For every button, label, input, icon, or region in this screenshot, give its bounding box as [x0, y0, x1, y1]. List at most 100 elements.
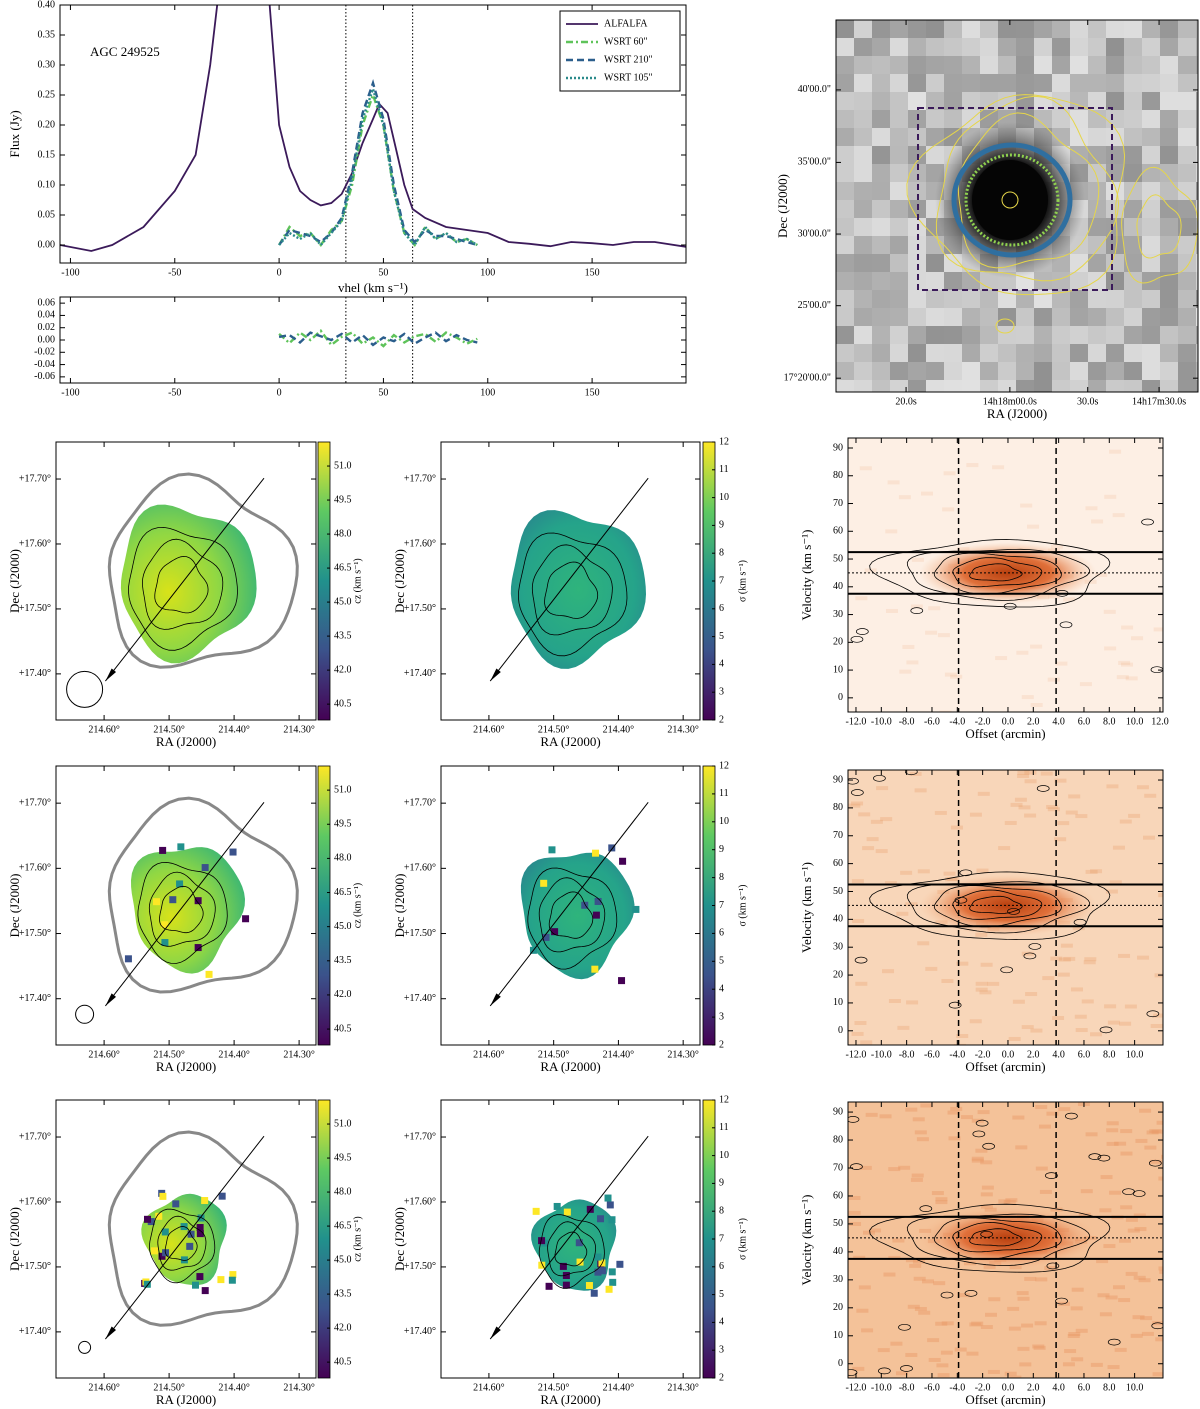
pv-pixel: [890, 1341, 903, 1346]
colorbar-tick-label: 45.0: [334, 1254, 352, 1265]
axes-frame: [59, 296, 687, 384]
y-tick-label: +17.70°: [404, 473, 436, 484]
noise-contour: [1046, 1262, 1060, 1270]
colorbar-tick-label: 46.5: [334, 1220, 352, 1231]
x-tick-label: 10.0: [1126, 1382, 1144, 1393]
pv-pixel: [935, 1200, 948, 1205]
pixel: [872, 344, 890, 362]
pixel: [1124, 20, 1142, 38]
x-tick-label: 214.60°: [473, 1382, 505, 1393]
pixel: [1088, 236, 1106, 254]
pv-pixel: [975, 1148, 988, 1153]
pv-pixel: [1057, 972, 1070, 977]
pixel: [926, 38, 944, 56]
pv-pixel: [1015, 1145, 1028, 1150]
pv-pixel: [1136, 785, 1149, 790]
pixel: [1196, 272, 1198, 290]
pv-pixel: [905, 1352, 918, 1357]
pv-pixel: [921, 491, 934, 496]
pv-pixel: [1131, 636, 1144, 641]
pv-pixel: [1021, 1025, 1034, 1030]
series-line: [278, 329, 478, 348]
panel: -12.0 -10.0 -8.0 -6.0 -4.0 -2.0 0.0 2.0 4.0 6.0 8.…: [799, 437, 1169, 741]
y-tick-label: 60: [833, 1190, 843, 1201]
pixel: [872, 362, 890, 380]
noise-contour: [855, 628, 869, 635]
x-tick-label: -8.0: [899, 1382, 915, 1393]
pixel: [1142, 20, 1160, 38]
map-pixel: [161, 939, 169, 947]
x-tick-label: 0.0: [1002, 716, 1015, 727]
contour: [906, 94, 1126, 296]
noise-contour: [898, 1323, 911, 1331]
pixel: [1178, 200, 1196, 218]
x-axis-label: Offset (arcmin): [965, 726, 1045, 741]
pv-pixel: [1030, 644, 1043, 649]
pv-pixel: [969, 1019, 982, 1024]
pv-pixel: [1007, 1306, 1020, 1311]
pv-pixel: [1080, 1189, 1093, 1194]
x-tick-label: 50: [378, 267, 388, 278]
y-tick-label: 0.25: [38, 89, 56, 100]
pixel: [998, 38, 1016, 56]
x-axis-label: RA (J2000): [540, 1392, 600, 1407]
region-box: [917, 107, 1113, 291]
pixel: [1196, 290, 1198, 308]
pv-pixel: [1099, 1312, 1112, 1317]
x-tick-label: 214.50°: [538, 1382, 570, 1393]
pv-pixel: [1005, 1198, 1018, 1203]
pixel: [854, 164, 872, 182]
pixel: [836, 218, 854, 236]
pv-pixel: [1150, 1159, 1163, 1164]
x-tick-label: -12.0: [846, 1382, 867, 1393]
noise-contour: [910, 607, 924, 614]
x-tick-label: -2.0: [975, 1382, 991, 1393]
pixel: [854, 110, 872, 128]
pixel: [1034, 308, 1052, 326]
y-tick-label: 70: [833, 498, 843, 509]
pixel: [1178, 164, 1196, 182]
y-tick-label: +17.70°: [404, 797, 436, 808]
y-axis-label: Velocity (km s⁻¹): [799, 862, 814, 953]
pixel: [1124, 110, 1142, 128]
pv-pixel: [1109, 449, 1122, 454]
pixel: [1052, 20, 1070, 38]
map-pixel: [606, 1201, 614, 1209]
legend-label: WSRT 60": [604, 36, 648, 47]
pixel: [908, 326, 926, 344]
pixel: [836, 182, 854, 200]
x-tick-label: 214.60°: [473, 724, 505, 735]
colorbar: [317, 765, 331, 1046]
pixel: [836, 128, 854, 146]
pv-pixel: [935, 1197, 948, 1202]
y-axis-label: Dec (J2000): [775, 174, 790, 238]
pixel: [1142, 56, 1160, 74]
axes-frame: [847, 437, 1164, 713]
contour: [159, 885, 204, 934]
pv-pixel: [981, 1185, 994, 1190]
pv-pixel: [914, 788, 927, 793]
pv-pixel: [854, 1021, 867, 1026]
pv-pixel: [1030, 703, 1043, 708]
y-tick-label: +17.70°: [404, 1131, 436, 1142]
pv-pixel: [855, 596, 868, 601]
pixel: [944, 74, 962, 92]
pixel: [980, 92, 998, 110]
pv-pixel: [1085, 869, 1098, 874]
colorbar-tick-label: 10: [719, 816, 729, 827]
noise-contour: [975, 1119, 989, 1127]
panel: 214.60° 214.50° 214.40° 214.30° +17.40° +17.5…: [7, 765, 363, 1074]
pv-pixel: [922, 1279, 935, 1284]
x-tick-label: 2.0: [1027, 1382, 1040, 1393]
pixel: [1124, 326, 1142, 344]
noise-contour: [982, 1142, 996, 1150]
pixel: [872, 380, 890, 392]
noise-contour: [1107, 1338, 1121, 1346]
pixel: [890, 290, 908, 308]
map: [131, 847, 245, 974]
panel: -100 -50 0 50 100 150-0.06-0.04-0.020.000.020…: [34, 296, 687, 398]
pixel: [962, 92, 980, 110]
map-pixel: [594, 1253, 602, 1261]
pixel: [1160, 110, 1178, 128]
pixel: [926, 110, 944, 128]
